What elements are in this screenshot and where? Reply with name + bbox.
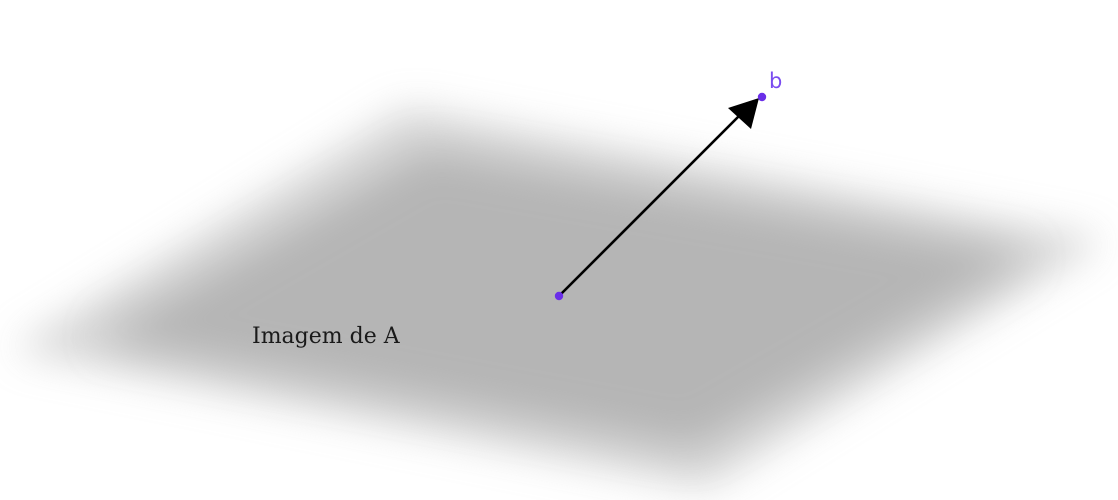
plane-label: Imagem de A xyxy=(252,324,401,349)
plane-surface xyxy=(98,150,1030,448)
point-b[interactable] xyxy=(757,92,767,102)
point-b-label: b xyxy=(769,69,782,93)
vector-start-point[interactable] xyxy=(554,291,564,301)
vector-arrowhead xyxy=(728,98,759,129)
vector-shaft xyxy=(557,112,743,298)
vector-to-b[interactable] xyxy=(557,98,759,298)
